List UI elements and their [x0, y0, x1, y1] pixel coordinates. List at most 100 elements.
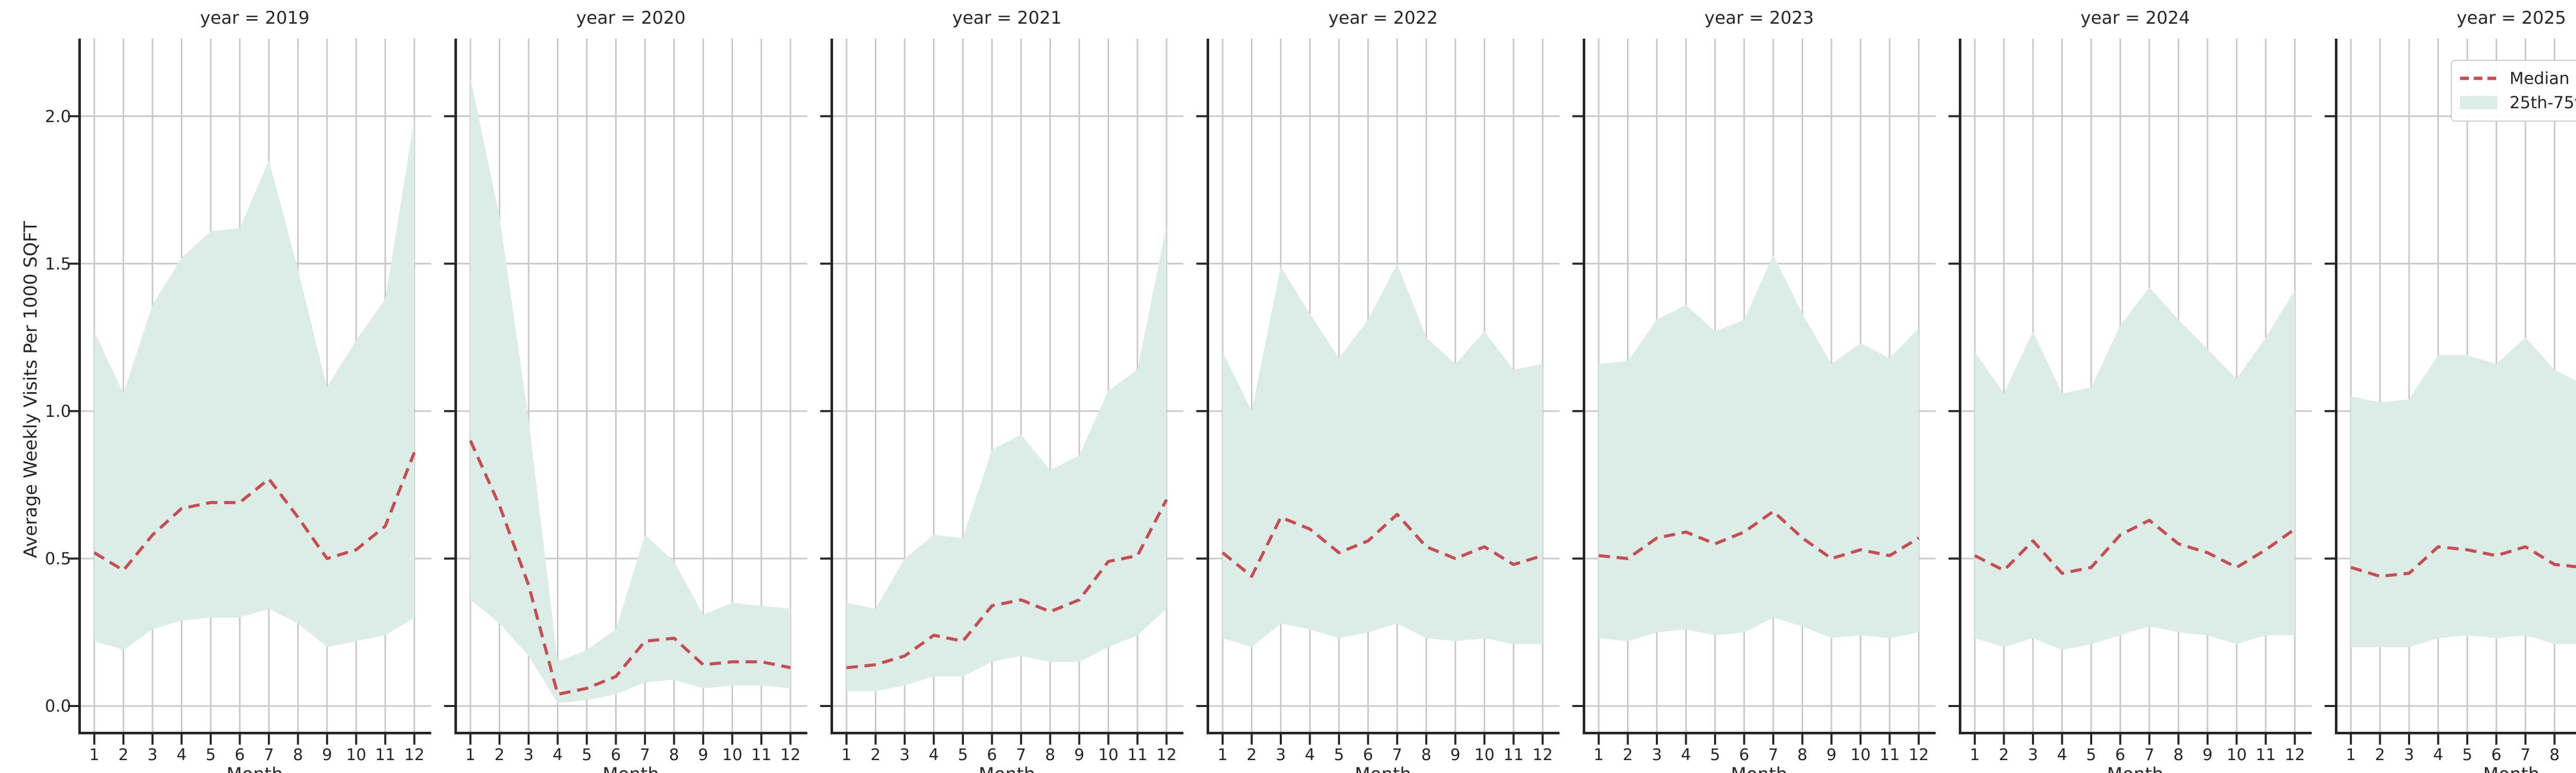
x-tick-label: 10 — [1850, 746, 1871, 764]
facet-plot-2025 — [2325, 39, 2576, 745]
x-tick-label: 10 — [346, 746, 367, 764]
x-axis-label: Month — [78, 764, 431, 773]
x-tick-label: 1 — [1217, 746, 1228, 764]
legend-item-median: Median — [2460, 66, 2576, 90]
percentile-band-swatch — [2460, 95, 2497, 109]
x-tick-label: 9 — [1450, 746, 1461, 764]
legend-label-band: 25th-75th Percentile — [2510, 92, 2576, 112]
facet-title: year = 2024 — [2080, 8, 2190, 28]
x-tick-label: 1 — [1594, 746, 1604, 764]
x-tick-label: 6 — [234, 746, 245, 764]
facet-title: year = 2021 — [952, 8, 1062, 28]
x-tick-label: 5 — [958, 746, 968, 764]
x-axis-label: Month — [1583, 764, 1936, 773]
x-tick-label: 8 — [1045, 746, 1056, 764]
x-tick-label: 5 — [1710, 746, 1720, 764]
x-tick-label: 8 — [1797, 746, 1808, 764]
tick-marks — [1196, 115, 1544, 745]
x-tick-label: 6 — [2115, 746, 2126, 764]
median-line — [1222, 513, 1544, 578]
x-tick-label: 10 — [1098, 746, 1119, 764]
facet-plot-2019 — [68, 39, 431, 745]
x-tick-label: 8 — [293, 746, 303, 764]
x-axis-label: Month — [1959, 764, 2312, 773]
x-tick-label: 9 — [1074, 746, 1084, 764]
x-tick-label: 9 — [2568, 746, 2576, 764]
x-tick-label: 6 — [987, 746, 997, 764]
x-tick-label: 12 — [780, 746, 801, 764]
facet-panel-2020: year = 2020123456789101112Month — [444, 8, 807, 773]
x-tick-label: 10 — [722, 746, 743, 764]
x-tick-label: 7 — [640, 746, 650, 764]
x-tick-label: 2 — [1246, 746, 1257, 764]
x-tick-label: 6 — [1739, 746, 1750, 764]
x-tick-label: 1 — [841, 746, 852, 764]
median-line — [2350, 545, 2576, 578]
x-tick-label: 10 — [1474, 746, 1495, 764]
x-tick-label: 2 — [118, 746, 129, 764]
percentile-band — [470, 78, 791, 703]
x-tick-label: 2 — [870, 746, 881, 764]
percentile-band — [846, 225, 1167, 692]
facet-title: year = 2023 — [1704, 8, 1814, 28]
x-tick-label: 3 — [523, 746, 534, 764]
x-tick-label: 4 — [1681, 746, 1691, 764]
facet-title: year = 2019 — [200, 8, 310, 28]
percentile-band — [2351, 337, 2576, 647]
facet-panel-2023: year = 2023123456789101112Month — [1572, 8, 1936, 773]
x-tick-label: 3 — [147, 746, 158, 764]
x-tick-label: 5 — [582, 746, 592, 764]
x-tick-label: 6 — [1363, 746, 1374, 764]
facet-plot-2022 — [1196, 39, 1560, 745]
x-tick-label: 7 — [2520, 746, 2531, 764]
facet-title: year = 2025 — [2456, 8, 2566, 28]
x-tick-label: 12 — [404, 746, 425, 764]
x-tick-label: 3 — [1652, 746, 1662, 764]
x-tick-label: 12 — [1156, 746, 1177, 764]
x-tick-label: 11 — [1503, 746, 1524, 764]
legend-label-median: Median — [2510, 68, 2570, 88]
percentile-band — [94, 119, 415, 650]
x-tick-label: 9 — [321, 746, 332, 764]
x-tick-label: 7 — [1016, 746, 1026, 764]
x-tick-label: 9 — [2202, 746, 2213, 764]
facet-plot-2023 — [1572, 39, 1936, 745]
median-dashed-line-swatch — [2460, 76, 2497, 80]
x-axis-label: Month — [1207, 764, 1560, 773]
x-tick-label: 12 — [1908, 746, 1929, 764]
x-tick-label: 11 — [751, 746, 772, 764]
y-tick-label: 0.5 — [45, 548, 71, 568]
y-tick-label: 2.0 — [45, 106, 71, 126]
x-tick-label: 9 — [1826, 746, 1837, 764]
x-tick-label: 2 — [494, 746, 505, 764]
percentile-band — [1599, 255, 1919, 642]
x-tick-label: 2 — [1622, 746, 1633, 764]
x-tick-label: 6 — [611, 746, 621, 764]
percentile-band — [1975, 287, 2295, 650]
x-tick-label: 4 — [1304, 746, 1315, 764]
x-tick-label: 5 — [2086, 746, 2096, 764]
x-tick-label: 1 — [89, 746, 99, 764]
facet-panel-2022: year = 2022123456789101112Month — [1196, 8, 1560, 773]
facet-panel-2024: year = 2024123456789101112Month — [1948, 8, 2312, 773]
x-tick-label: 11 — [2256, 746, 2276, 764]
percentile-band — [1223, 263, 1543, 647]
tick-marks — [820, 115, 1168, 745]
x-tick-label: 11 — [1127, 746, 1148, 764]
x-tick-label: 3 — [1276, 746, 1286, 764]
facet-panel-2019: year = 2019123456789101112Month — [68, 8, 431, 773]
facet-panel-2025: year = 2025123456789101112Month — [2325, 8, 2576, 773]
tick-marks — [1948, 115, 2296, 745]
x-tick-label: 8 — [1421, 746, 1432, 764]
median-line — [1974, 518, 2296, 575]
tick-marks — [444, 115, 792, 745]
y-tick-label: 1.5 — [45, 254, 71, 274]
x-tick-label: 4 — [928, 746, 939, 764]
facet-plot-2024 — [1948, 39, 2312, 745]
median-line — [846, 499, 1168, 669]
x-axis-label: Month — [831, 764, 1183, 773]
legend-item-band: 25th-75th Percentile — [2460, 90, 2576, 114]
x-tick-label: 4 — [2057, 746, 2067, 764]
x-tick-label: 7 — [1768, 746, 1778, 764]
